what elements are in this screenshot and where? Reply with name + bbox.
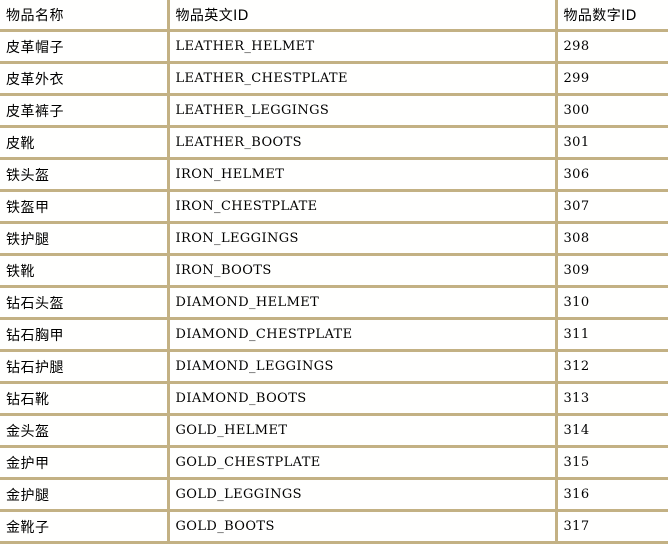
column-header-item-numeric-id: 物品数字ID — [556, 0, 668, 32]
cell-enid: LEATHER_LEGGINGS — [168, 94, 558, 128]
cell-enid: GOLD_CHESTPLATE — [168, 446, 558, 480]
column-header-item-name: 物品名称 — [0, 0, 170, 32]
cell-enid: LEATHER_BOOTS — [168, 126, 558, 160]
cell-name: 铁靴 — [0, 254, 170, 288]
cell-name: 皮革裤子 — [0, 94, 170, 128]
table-row: 钻石胸甲 DIAMOND_CHESTPLATE 311 — [0, 318, 668, 352]
cell-numid: 301 — [556, 126, 668, 160]
table-body: 皮革帽子 LEATHER_HELMET 298 皮革外衣 LEATHER_CHESTPL… — [0, 30, 668, 544]
table-row: 皮靴 LEATHER_BOOTS 301 — [0, 126, 668, 160]
cell-enid: DIAMOND_HELMET — [168, 286, 558, 320]
cell-name: 铁护腿 — [0, 222, 170, 256]
cell-name: 钻石胸甲 — [0, 318, 170, 352]
cell-numid: 308 — [556, 222, 668, 256]
cell-numid: 307 — [556, 190, 668, 224]
cell-enid: GOLD_LEGGINGS — [168, 478, 558, 512]
cell-name: 皮革外衣 — [0, 62, 170, 96]
cell-numid: 298 — [556, 30, 668, 64]
cell-numid: 317 — [556, 510, 668, 544]
cell-name: 皮靴 — [0, 126, 170, 160]
cell-numid: 311 — [556, 318, 668, 352]
cell-name: 铁头盔 — [0, 158, 170, 192]
cell-name: 钻石头盔 — [0, 286, 170, 320]
cell-name: 钻石护腿 — [0, 350, 170, 384]
table-row: 铁护腿 IRON_LEGGINGS 308 — [0, 222, 668, 256]
table-header-row: 物品名称 物品英文ID 物品数字ID — [0, 0, 668, 32]
table-row: 皮革帽子 LEATHER_HELMET 298 — [0, 30, 668, 64]
cell-enid: IRON_CHESTPLATE — [168, 190, 558, 224]
cell-numid: 313 — [556, 382, 668, 416]
table-row: 钻石头盔 DIAMOND_HELMET 310 — [0, 286, 668, 320]
table-row: 皮革裤子 LEATHER_LEGGINGS 300 — [0, 94, 668, 128]
cell-name: 钻石靴 — [0, 382, 170, 416]
table-row: 钻石靴 DIAMOND_BOOTS 313 — [0, 382, 668, 416]
cell-numid: 306 — [556, 158, 668, 192]
cell-numid: 310 — [556, 286, 668, 320]
cell-name: 金护甲 — [0, 446, 170, 480]
table-row: 钻石护腿 DIAMOND_LEGGINGS 312 — [0, 350, 668, 384]
cell-enid: DIAMOND_LEGGINGS — [168, 350, 558, 384]
cell-enid: GOLD_BOOTS — [168, 510, 558, 544]
cell-enid: IRON_BOOTS — [168, 254, 558, 288]
cell-enid: IRON_HELMET — [168, 158, 558, 192]
table-row: 铁头盔 IRON_HELMET 306 — [0, 158, 668, 192]
cell-numid: 315 — [556, 446, 668, 480]
cell-name: 金靴子 — [0, 510, 170, 544]
cell-enid: DIAMOND_BOOTS — [168, 382, 558, 416]
cell-numid: 299 — [556, 62, 668, 96]
table-row: 皮革外衣 LEATHER_CHESTPLATE 299 — [0, 62, 668, 96]
cell-enid: GOLD_HELMET — [168, 414, 558, 448]
cell-numid: 309 — [556, 254, 668, 288]
table-row: 金靴子 GOLD_BOOTS 317 — [0, 510, 668, 544]
column-header-item-english-id: 物品英文ID — [168, 0, 558, 32]
cell-name: 金护腿 — [0, 478, 170, 512]
cell-enid: IRON_LEGGINGS — [168, 222, 558, 256]
cell-enid: LEATHER_HELMET — [168, 30, 558, 64]
cell-numid: 312 — [556, 350, 668, 384]
cell-numid: 314 — [556, 414, 668, 448]
cell-numid: 300 — [556, 94, 668, 128]
table-row: 铁盔甲 IRON_CHESTPLATE 307 — [0, 190, 668, 224]
table-header: 物品名称 物品英文ID 物品数字ID — [0, 0, 668, 32]
table-row: 金护甲 GOLD_CHESTPLATE 315 — [0, 446, 668, 480]
cell-enid: DIAMOND_CHESTPLATE — [168, 318, 558, 352]
table-row: 铁靴 IRON_BOOTS 309 — [0, 254, 668, 288]
cell-enid: LEATHER_CHESTPLATE — [168, 62, 558, 96]
table-row: 金护腿 GOLD_LEGGINGS 316 — [0, 478, 668, 512]
cell-name: 铁盔甲 — [0, 190, 170, 224]
cell-name: 金头盔 — [0, 414, 170, 448]
cell-numid: 316 — [556, 478, 668, 512]
table-row: 金头盔 GOLD_HELMET 314 — [0, 414, 668, 448]
cell-name: 皮革帽子 — [0, 30, 170, 64]
